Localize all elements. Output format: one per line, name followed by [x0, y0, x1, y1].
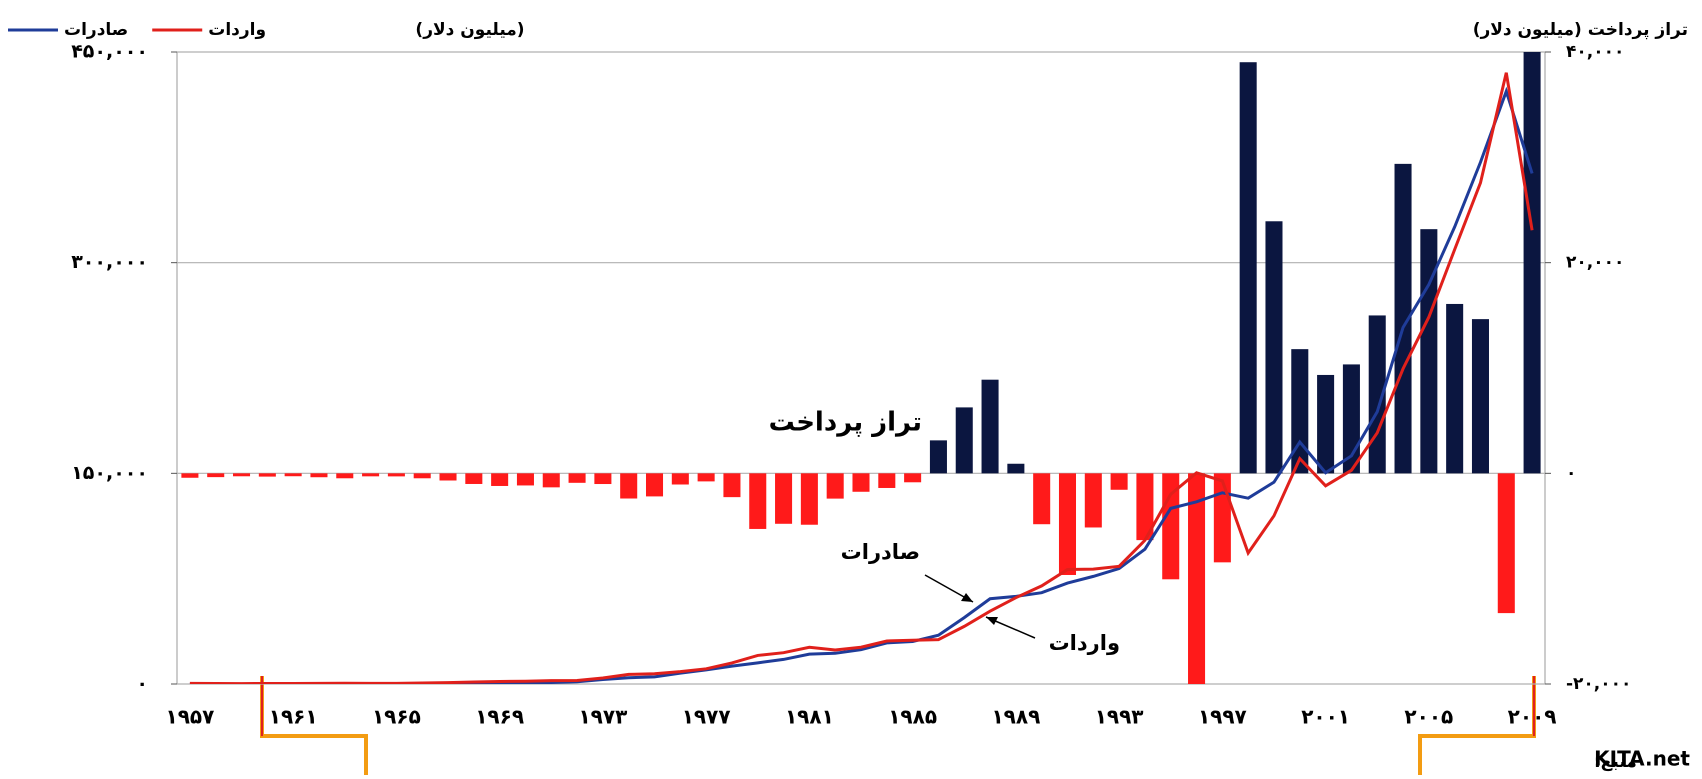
bar: [878, 473, 896, 488]
bar: [207, 473, 225, 478]
bar: [336, 473, 354, 479]
y-tick-label: ۰: [136, 673, 148, 695]
x-tick-label: ۱۹۸۱: [785, 705, 834, 729]
x-tick-label: ۲۰۰۵: [1404, 705, 1453, 729]
x-tick-label: ۱۹۸۹: [991, 705, 1040, 729]
y2-axis-title: تراز پرداخت (میلیون دلار): [1473, 20, 1688, 40]
bar: [1136, 473, 1154, 541]
bar: [955, 407, 973, 474]
bar: [852, 473, 870, 492]
bar: [465, 473, 483, 484]
bar: [1394, 163, 1412, 474]
annotation-arrowhead: [961, 593, 973, 602]
bar: [542, 473, 560, 488]
plot-area: [181, 52, 1541, 684]
bar: [1265, 221, 1283, 474]
x-tick-label: ۲۰۰۹: [1508, 705, 1557, 729]
source-name: KITA.net: [1594, 747, 1690, 771]
bar: [671, 473, 689, 485]
legend-label: صادرات: [64, 20, 128, 40]
bar: [284, 473, 302, 477]
y2-tick-label: -۲۰,۰۰۰: [1566, 674, 1631, 694]
x-tick-label: ۲۰۰۱: [1301, 705, 1350, 729]
bar: [1420, 229, 1438, 474]
line: [189, 72, 1534, 684]
y-tick-label: ۱۵۰,۰۰۰: [71, 462, 148, 484]
bar: [1110, 473, 1128, 490]
bar: [775, 473, 793, 524]
bar: [800, 473, 818, 525]
bar: [929, 440, 947, 474]
bar: [258, 473, 276, 477]
bar: [1523, 52, 1541, 474]
bar: [362, 473, 380, 477]
bar: [1446, 303, 1464, 474]
annotation: صادرات: [841, 540, 920, 564]
bar: [568, 473, 586, 483]
bar: [1368, 315, 1386, 474]
bar: [620, 473, 638, 499]
plot-frame: [176, 51, 1546, 685]
bar: [1007, 463, 1025, 474]
bar: [233, 473, 251, 477]
bar: [1239, 62, 1257, 474]
y2-tick-label: ۰: [1566, 463, 1576, 483]
bar: [1497, 473, 1515, 614]
annotation-arrowhead: [986, 617, 998, 625]
y-axis-title: (میلیون دلار): [415, 20, 524, 40]
bar: [1291, 349, 1309, 474]
legend: صادرات واردات: [8, 20, 266, 40]
bar: [1213, 473, 1231, 563]
bar: [1033, 473, 1051, 525]
bar: [1317, 374, 1335, 474]
y-tick-label: ۴۵۰,۰۰۰: [71, 41, 148, 63]
x-tick-label: ۱۹۸۵: [888, 705, 937, 729]
bar: [181, 473, 199, 478]
bar: [697, 473, 715, 482]
bar: [723, 473, 741, 498]
y-tick-label: ۳۰۰,۰۰۰: [71, 251, 148, 273]
bar: [1471, 319, 1489, 474]
legend-label: واردات: [208, 20, 266, 40]
x-tick-label: ۱۹۶۱: [269, 705, 318, 729]
x-tick-label: ۱۹۵۷: [165, 705, 214, 729]
bar: [749, 473, 767, 529]
x-tick-label: ۱۹۶۹: [475, 705, 524, 729]
y2-tick-label: ۲۰,۰۰۰: [1566, 253, 1624, 273]
y2-tick-label: ۴۰,۰۰۰: [1566, 42, 1624, 62]
bar: [516, 473, 534, 486]
bar: [981, 379, 999, 474]
bar: [645, 473, 664, 497]
bar: [387, 473, 405, 477]
bar: [594, 473, 612, 485]
x-tick-label: ۱۹۹۳: [1095, 705, 1144, 729]
annotation: تراز پرداخت: [769, 408, 922, 438]
bar: [439, 473, 457, 481]
bar: [1188, 473, 1206, 684]
bar: [413, 473, 431, 479]
annotation: واردات: [1049, 631, 1120, 655]
bar: [1058, 473, 1077, 575]
bar: [1084, 473, 1102, 528]
source-prefix: منبع:: [1594, 752, 1637, 772]
x-tick-label: ۱۹۹۷: [1198, 705, 1247, 729]
bar: [904, 473, 922, 483]
bar: [310, 473, 328, 478]
x-tick-label: ۱۹۷۳: [578, 705, 627, 729]
x-tick-label: ۱۹۶۵: [372, 705, 421, 729]
x-tick-label: ۱۹۷۷: [682, 705, 731, 729]
bar: [826, 473, 844, 499]
bar: [491, 473, 509, 486]
